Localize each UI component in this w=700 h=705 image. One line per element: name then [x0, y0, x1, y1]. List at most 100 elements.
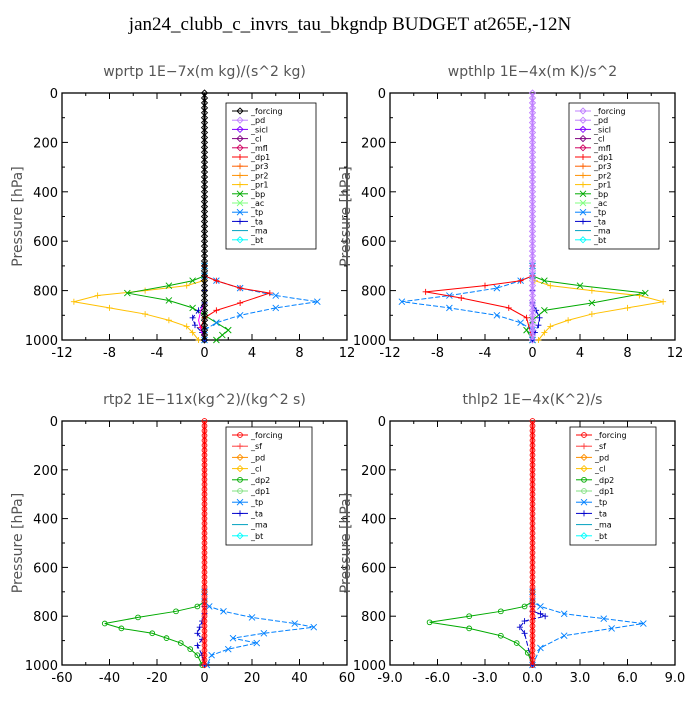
legend-item: _pd — [575, 116, 608, 125]
legend: _forcing_pd_sicl_cl_mfl_dp1_pr3_pr2_pr1_… — [225, 102, 317, 250]
y-tick-label: 1000 — [25, 334, 58, 349]
data-point — [200, 198, 209, 206]
data-point — [200, 123, 209, 132]
legend-marker — [579, 107, 587, 115]
data-point — [142, 311, 149, 318]
legend-marker — [579, 208, 587, 216]
data-point — [200, 331, 209, 339]
y-tick-label: 200 — [361, 136, 386, 151]
legend-label: _pr2 — [250, 171, 268, 180]
legend-label: _pd — [250, 116, 265, 125]
legend-label: _pr3 — [250, 162, 268, 171]
legend-item: _dp1 — [232, 487, 270, 496]
legend-item: _dp2 — [576, 476, 614, 485]
legend-item: _cl — [232, 465, 262, 474]
data-point — [200, 296, 209, 305]
legend-marker — [236, 208, 244, 216]
data-point — [528, 336, 537, 344]
legend-marker — [236, 190, 244, 198]
legend-marker — [237, 154, 243, 160]
data-point — [528, 237, 537, 245]
panel-1: wprtp 1E−7x(m kg)/(s^2 kg) Pressure [hPa]… — [10, 64, 355, 361]
data-point — [194, 603, 201, 610]
data-point — [517, 277, 524, 284]
data-point — [272, 304, 280, 312]
legend-marker — [237, 218, 243, 225]
data-point — [535, 322, 542, 329]
x-tick-label: 8 — [623, 346, 631, 361]
x-tick-label: 12 — [339, 346, 356, 361]
series-line — [401, 265, 533, 340]
legend-box — [569, 426, 657, 546]
data-point — [213, 319, 220, 327]
y-tick-label: 400 — [361, 513, 386, 528]
legend-item: _cl — [576, 465, 606, 474]
y-tick-label: 400 — [33, 186, 58, 201]
data-point — [641, 289, 649, 297]
data-point — [200, 257, 209, 265]
data-point — [163, 635, 170, 642]
data-point — [200, 222, 209, 231]
legend-label: _ma — [594, 521, 612, 530]
legend-item: _tp — [232, 208, 263, 217]
data-point — [208, 651, 215, 659]
series-tp — [398, 262, 536, 344]
data-point — [200, 94, 209, 102]
legend-label: _ta — [250, 509, 263, 518]
data-point — [266, 290, 273, 297]
legend-marker — [579, 236, 587, 244]
legend-label: _mfl — [593, 144, 611, 153]
data-point — [528, 257, 537, 265]
data-point — [200, 173, 209, 181]
data-point — [200, 183, 209, 191]
legend-item: _cl — [232, 135, 262, 144]
x-tick-label: -8 — [431, 346, 444, 361]
legend-box — [568, 102, 660, 250]
y-tick-label: 600 — [33, 561, 58, 576]
x-tick-label: -3.0 — [472, 671, 497, 686]
data-point — [528, 138, 537, 147]
y-axis-label: Pressure [hPa] — [338, 166, 354, 266]
legend-label: _forcing — [250, 431, 283, 440]
legend-label: _bt — [593, 236, 606, 245]
legend-item: _ma — [232, 521, 268, 530]
legend-item: _bt — [232, 532, 263, 541]
legend-item: _pd — [232, 453, 265, 462]
data-point — [588, 299, 596, 307]
legend-marker — [579, 116, 587, 124]
data-point — [200, 277, 209, 285]
data-point — [505, 304, 512, 311]
data-point — [482, 282, 488, 289]
data-point — [529, 662, 536, 668]
data-point — [200, 89, 209, 97]
data-point — [200, 291, 209, 300]
legend-label: _cl — [593, 135, 605, 144]
x-tick-label: 4 — [576, 346, 584, 361]
legend-marker — [580, 163, 586, 170]
data-point — [528, 128, 537, 137]
legend-label: _forcing — [593, 107, 626, 116]
x-tick-label: 0.0 — [522, 671, 543, 686]
legend-marker — [237, 432, 243, 438]
data-point — [528, 277, 537, 285]
series-forcing — [529, 418, 536, 668]
legend-marker — [236, 464, 244, 473]
data-point — [560, 610, 568, 618]
data-point — [200, 148, 209, 156]
data-point — [528, 173, 537, 181]
data-point — [183, 282, 190, 289]
legend-label: _tp — [250, 208, 263, 217]
x-tick-label: 12 — [667, 346, 684, 361]
legend-label: _ac — [593, 199, 607, 208]
series-line — [204, 591, 314, 666]
data-point — [528, 183, 537, 191]
data-point — [200, 316, 209, 324]
legend-label: _sicl — [593, 125, 611, 134]
legend-item: _sicl — [575, 125, 611, 134]
legend-label: _bp — [250, 190, 265, 199]
data-point — [541, 277, 548, 285]
x-tick-label: 4 — [248, 346, 256, 361]
data-point — [177, 640, 184, 646]
y-axis-label: Pressure [hPa] — [10, 493, 26, 593]
data-point — [118, 625, 125, 632]
